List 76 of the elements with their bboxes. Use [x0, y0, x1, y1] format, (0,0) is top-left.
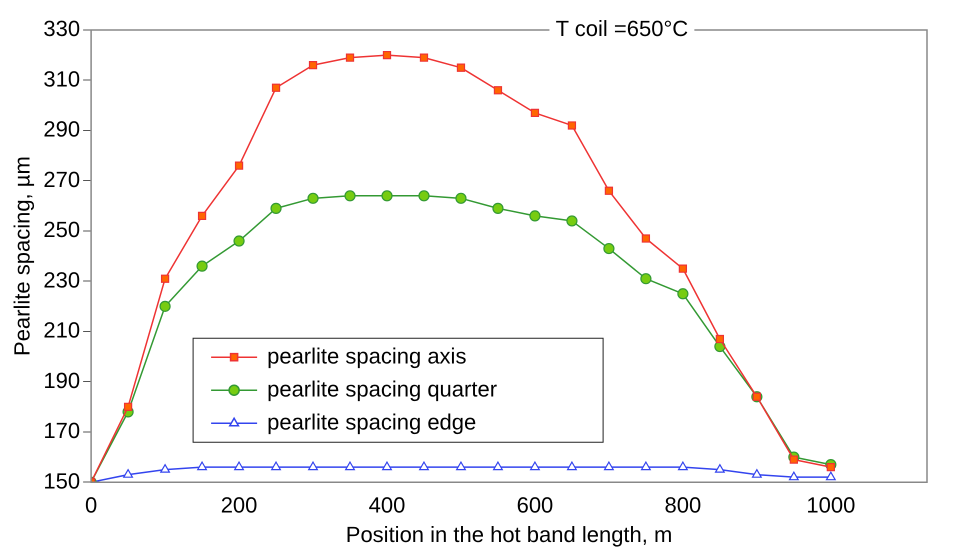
y-tick-label: 330 [43, 16, 80, 42]
point [456, 462, 466, 470]
y-tick-label: 250 [43, 217, 80, 242]
point [493, 462, 503, 470]
point [307, 192, 319, 204]
point [716, 334, 724, 344]
point [198, 212, 206, 220]
y-tick-label: 230 [43, 267, 80, 292]
point [494, 86, 502, 94]
point [530, 462, 540, 470]
point [567, 462, 577, 470]
point [642, 234, 650, 243]
legend-label: pearlite spacing axis [267, 343, 466, 368]
y-tick-label: 310 [43, 66, 80, 92]
x-tick-label: 0 [84, 492, 98, 518]
point [344, 190, 356, 202]
point [640, 273, 652, 284]
x-tick-label: 200 [220, 492, 258, 518]
y-tick-label: 270 [43, 166, 80, 192]
point [418, 190, 430, 202]
point [566, 215, 578, 227]
point [345, 462, 355, 470]
point [603, 242, 615, 254]
point [124, 402, 132, 411]
point [752, 469, 762, 478]
point [234, 462, 244, 470]
x-tick-label: 800 [664, 492, 702, 518]
y-tick-label: 190 [43, 368, 80, 393]
legend-label: pearlite spacing edge [267, 409, 476, 434]
point [790, 455, 798, 464]
point [419, 462, 429, 470]
point [196, 260, 208, 272]
point [308, 462, 318, 470]
y-axis-title: Pearlite spacing, µm [9, 156, 34, 356]
point [233, 235, 245, 247]
y-tick-label: 170 [43, 418, 80, 444]
x-tick-label: 600 [516, 492, 554, 518]
point [568, 121, 576, 130]
point [604, 462, 614, 470]
y-tick-label: 210 [43, 318, 80, 343]
y-tick-label: 290 [43, 116, 80, 142]
point [677, 288, 688, 300]
point [346, 54, 354, 62]
point [530, 108, 540, 118]
point [382, 462, 392, 470]
point [826, 472, 836, 480]
point [159, 300, 171, 312]
x-tick-label: 400 [368, 492, 406, 518]
point [529, 210, 541, 222]
point [381, 190, 393, 202]
point [455, 192, 467, 204]
point [272, 84, 280, 92]
point [788, 472, 799, 480]
point [382, 50, 392, 60]
x-tick-label: 1000 [806, 492, 856, 518]
y-tick-label: 150 [43, 468, 80, 494]
point [678, 264, 688, 273]
point [604, 186, 614, 195]
point [714, 464, 725, 473]
point [270, 202, 282, 214]
point [160, 464, 170, 473]
x-axis-title: Position in the hot band length, m [346, 522, 672, 547]
point [271, 462, 281, 470]
legend-label: pearlite spacing quarter [267, 376, 498, 402]
point [123, 469, 134, 478]
point [826, 462, 835, 472]
point [234, 162, 244, 170]
chart-title: T coil =650°C [556, 16, 688, 42]
point [160, 274, 170, 283]
point [308, 61, 318, 70]
point [678, 462, 688, 470]
point [420, 54, 428, 62]
point [492, 202, 504, 214]
point [197, 462, 207, 470]
point [640, 462, 651, 470]
point [456, 64, 466, 72]
